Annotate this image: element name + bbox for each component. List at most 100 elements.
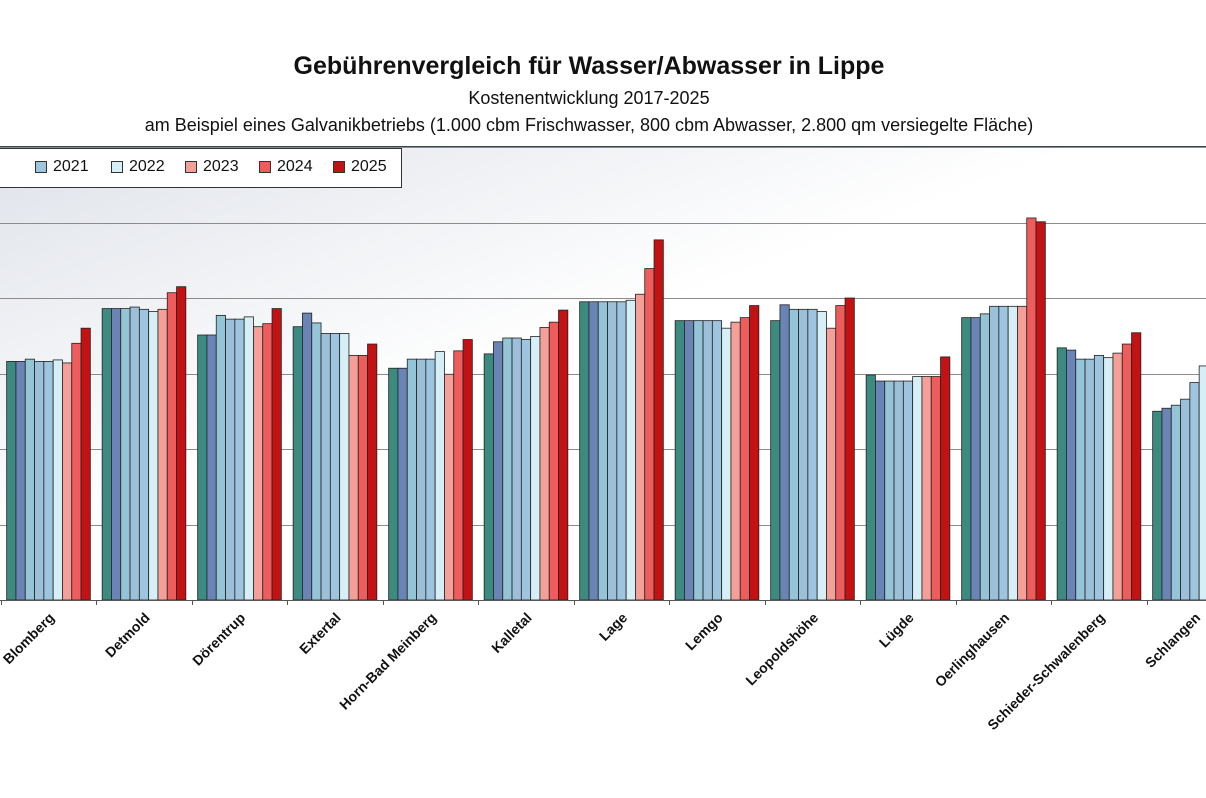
bar-2022-leopoldshöhe [816,311,827,601]
legend-swatch [259,161,271,173]
x-label: Extertal [296,609,344,657]
bar-2020-schieder-schwalenberg [1084,358,1095,601]
bar-2025-blomberg [80,327,91,601]
bar-2024-oerlinghausen [1026,217,1037,601]
bar-2019-lemgo [693,320,704,601]
x-axis-labels: Blomberg Detmold Dörentrup ExtertalHorn-Bad… [0,609,1203,733]
bar-2023-lügde [921,376,932,601]
bars [6,217,1206,601]
x-label: Blomberg [0,609,57,667]
x-label: Leopoldshöhe [742,609,821,688]
bar-2022-oerlinghausen [1007,305,1018,601]
bar-2019-detmold [120,308,131,601]
bar-2017-lemgo [674,320,685,601]
bar-2017-lügde [865,374,876,601]
bar-2018-lage [588,301,599,601]
bar-2023-horn-bad-meinberg [444,373,455,601]
bar-2021-oerlinghausen [998,305,1009,601]
bar-2022-lage [625,299,636,601]
bar-2017-schieder-schwalenberg [1056,347,1067,601]
bar-2019-kalletal [502,337,513,601]
bar-2022-dörentrup [243,316,254,601]
bar-2021-blomberg [43,361,54,601]
bar-2018-dörentrup [206,334,217,601]
bar-2022-schlangen [1198,365,1206,601]
bar-2019-leopoldshöhe [788,308,799,601]
bar-2024-dörentrup [262,323,273,601]
bar-2025-extertal [367,343,378,601]
bar-2017-dörentrup [197,334,208,601]
bar-2018-kalletal [493,341,504,601]
legend-label: 2025 [351,158,387,175]
x-label: Schlangen [1142,609,1203,670]
chart-subtitle: Kostenentwicklung 2017-2025 [468,88,710,108]
x-label: Detmold [102,609,153,660]
bar-2025-schieder-schwalenberg [1131,332,1142,601]
bar-2024-horn-bad-meinberg [453,350,464,601]
legend-label: 2022 [129,158,165,175]
bar-2022-extertal [339,333,350,601]
bar-2025-detmold [176,286,187,601]
bar-2019-blomberg [24,358,35,601]
legend-swatch [185,161,197,173]
bar-2018-lügde [875,380,886,601]
bar-2025-leopoldshöhe [844,297,855,601]
legend: 20 2021 2022 2023 2024 2025 [0,148,402,188]
bar-2022-lemgo [721,327,732,601]
legend-label: 2021 [53,158,89,175]
bar-2019-horn-bad-meinberg [406,358,417,601]
bar-2020-detmold [129,306,140,601]
legend-label: 2024 [277,158,313,175]
bar-2023-extertal [348,354,359,601]
bar-2018-blomberg [15,361,26,601]
bar-2020-lage [607,301,618,601]
bar-2024-schieder-schwalenberg [1121,343,1132,601]
bar-2018-horn-bad-meinberg [397,367,408,601]
bar-2018-schieder-schwalenberg [1066,349,1077,601]
bar-2017-lage [579,301,590,601]
x-label: Kalletal [488,609,535,656]
bar-2025-kalletal [558,309,569,601]
x-label: Oerlinghausen [932,609,1013,690]
bar-2024-lage [644,268,655,601]
bar-2022-lügde [912,376,923,601]
bar-2019-lage [597,301,608,601]
bar-2020-dörentrup [225,318,236,601]
bar-2018-oerlinghausen [970,317,981,601]
bar-2024-blomberg [71,342,82,601]
bar-2025-lage [653,239,664,601]
x-label: Horn-Bad Meinberg [336,609,439,712]
bar-2019-oerlinghausen [979,313,990,601]
legend-swatch [35,161,47,173]
bar-2025-horn-bad-meinberg [462,339,473,601]
bar-2025-dörentrup [271,308,282,601]
bar-2022-kalletal [530,336,541,601]
legend-swatch [333,161,345,173]
bar-2017-extertal [292,326,303,601]
bar-2024-extertal [357,354,368,601]
bar-2021-schieder-schwalenberg [1093,354,1105,601]
bar-2019-dörentrup [215,314,226,601]
bar-2024-kalletal [548,321,559,601]
bar-2023-kalletal [539,327,550,601]
bar-2021-detmold [138,308,150,601]
bar-2021-lage [616,301,627,601]
x-axis-ticks [1,600,1148,605]
bar-2017-oerlinghausen [961,317,972,601]
bar-2020-lemgo [702,320,713,601]
bar-2023-detmold [157,308,168,601]
bar-2023-lage [635,293,646,601]
bar-2019-schlangen [1170,404,1181,601]
bar-2017-blomberg [6,361,17,601]
bar-2021-dörentrup [234,318,245,601]
bar-2023-dörentrup [253,326,264,601]
bar-2021-lemgo [711,320,723,601]
bar-2022-horn-bad-meinberg [434,351,445,601]
bar-2017-leopoldshöhe [770,320,781,601]
bar-2020-schlangen [1180,398,1191,601]
bar-2017-kalletal [483,353,494,601]
x-label: Dörentrup [189,609,248,668]
bar-2020-kalletal [511,337,522,601]
bar-2020-leopoldshöhe [798,308,809,601]
